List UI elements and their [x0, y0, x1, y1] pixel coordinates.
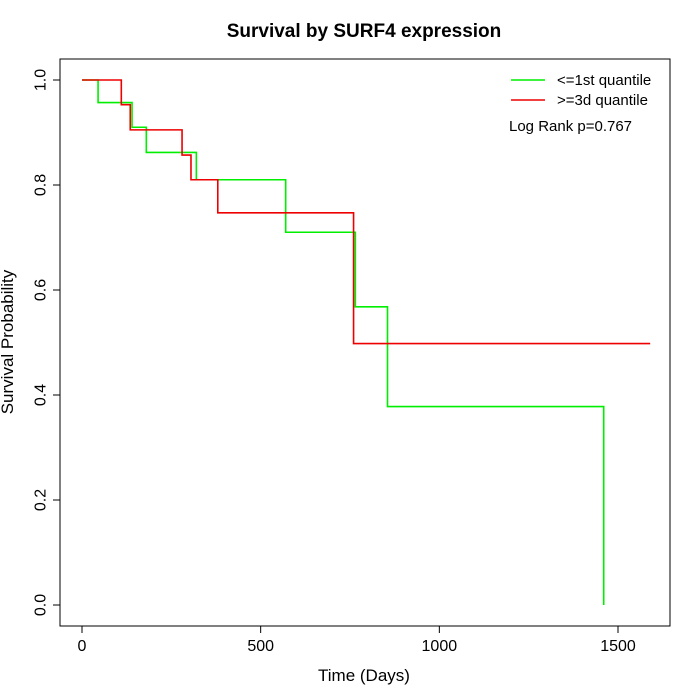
log-rank-annotation: Log Rank p=0.767 [509, 118, 632, 135]
y-axis-label: Survival Probability [0, 269, 17, 414]
x-tick-label: 0 [78, 638, 87, 655]
x-axis: 0 500 1000 1500 [78, 625, 636, 655]
survival-curve-1 [82, 79, 605, 605]
y-tick-label: 0.6 [33, 279, 50, 301]
y-tick-label: 0.2 [33, 489, 50, 511]
legend: <=1st quantile >=3d quantile [511, 72, 651, 109]
x-axis-label: Time (Days) [318, 666, 410, 685]
y-tick-label: 0.8 [33, 174, 50, 196]
y-tick-label: 0.0 [33, 594, 50, 616]
legend-label-1: <=1st quantile [557, 72, 651, 89]
y-axis: 0.0 0.2 0.4 0.6 0.8 1.0 [33, 69, 61, 616]
x-tick-label: 500 [247, 638, 274, 655]
plot-frame [59, 58, 671, 627]
legend-label-2: >=3d quantile [557, 92, 648, 109]
x-tick-label: 1000 [422, 638, 458, 655]
y-tick-label: 1.0 [33, 69, 50, 91]
survival-curve-2 [82, 79, 651, 345]
x-tick-label: 1500 [600, 638, 636, 655]
series-layer [82, 79, 651, 605]
y-tick-label: 0.4 [33, 384, 50, 406]
chart-title: Survival by SURF4 expression [227, 21, 502, 42]
